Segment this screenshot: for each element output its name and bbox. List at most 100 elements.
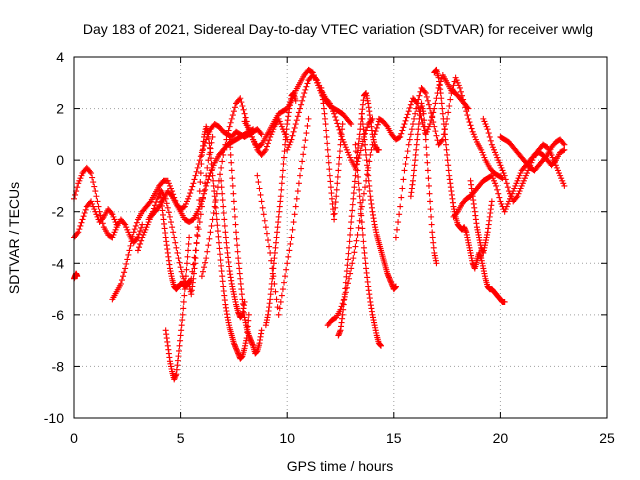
- data-point: [444, 157, 451, 164]
- data-point: [328, 190, 335, 197]
- data-point: [266, 243, 273, 250]
- data-point: [461, 100, 468, 107]
- data-point: [192, 255, 199, 262]
- data-point: [467, 122, 474, 129]
- data-point: [112, 219, 119, 226]
- data-point: [183, 266, 190, 273]
- series-sat-h: [162, 234, 193, 383]
- data-point: [347, 225, 354, 232]
- data-point: [179, 317, 186, 324]
- data-point: [492, 180, 499, 187]
- data-point: [291, 124, 298, 131]
- data-point: [136, 244, 143, 251]
- data-point: [230, 190, 237, 197]
- data-point: [428, 213, 435, 220]
- data-point: [330, 108, 337, 115]
- data-point: [423, 93, 430, 100]
- data-point: [227, 119, 234, 126]
- data-point: [551, 159, 558, 166]
- data-point: [462, 104, 469, 111]
- data-point: [302, 86, 309, 93]
- data-point: [366, 182, 373, 189]
- data-point: [93, 193, 100, 200]
- data-point: [210, 210, 217, 217]
- series-sat-c: [71, 270, 81, 282]
- data-point: [411, 167, 418, 174]
- data-point: [169, 224, 176, 231]
- data-point: [278, 123, 285, 130]
- data-point: [303, 130, 310, 137]
- data-point: [213, 190, 220, 197]
- data-point: [211, 203, 218, 210]
- data-point: [94, 213, 101, 220]
- data-point: [494, 154, 501, 161]
- data-point: [358, 212, 365, 219]
- data-point: [191, 265, 198, 272]
- x-tick-label: 25: [599, 430, 615, 446]
- data-point: [130, 229, 137, 236]
- data-point: [217, 171, 224, 178]
- data-point: [176, 259, 183, 266]
- data-point: [203, 172, 210, 179]
- data-point: [92, 208, 99, 215]
- data-point: [347, 154, 354, 161]
- data-point: [234, 248, 241, 255]
- data-point: [212, 197, 219, 204]
- data-point: [343, 273, 350, 280]
- data-point: [328, 195, 335, 202]
- data-point: [432, 128, 439, 135]
- data-point: [179, 311, 186, 318]
- data-point: [88, 170, 95, 177]
- data-point: [229, 112, 236, 119]
- data-point: [424, 159, 431, 166]
- data-point: [543, 153, 550, 160]
- data-point: [111, 216, 118, 223]
- data-point: [90, 203, 97, 210]
- data-point: [292, 203, 299, 210]
- data-point: [558, 175, 565, 182]
- data-point: [118, 277, 125, 284]
- series-sat-ac: [497, 133, 568, 174]
- data-point: [511, 185, 518, 192]
- data-point: [270, 265, 277, 272]
- data-point: [81, 210, 88, 217]
- data-point: [412, 157, 419, 164]
- data-point: [519, 180, 526, 187]
- data-point: [268, 280, 275, 287]
- data-point: [226, 123, 233, 130]
- data-point: [427, 121, 434, 128]
- data-point: [229, 182, 236, 189]
- data-point: [337, 141, 344, 148]
- data-point: [208, 161, 215, 168]
- series-sat-b: [71, 198, 120, 241]
- data-point: [209, 166, 216, 173]
- data-point: [400, 176, 407, 183]
- data-point: [481, 118, 488, 125]
- data-point: [191, 260, 198, 267]
- data-point: [488, 172, 495, 179]
- data-point: [429, 229, 436, 236]
- data-point: [493, 151, 500, 158]
- data-point: [184, 253, 191, 260]
- data-point: [203, 182, 210, 189]
- data-point: [343, 146, 350, 153]
- data-point: [126, 247, 133, 254]
- data-point: [491, 177, 498, 184]
- data-point: [425, 175, 432, 182]
- data-point: [443, 141, 450, 148]
- data-point: [348, 213, 355, 220]
- data-point: [361, 136, 368, 143]
- data-point: [488, 198, 495, 205]
- data-point: [514, 177, 521, 184]
- data-point: [437, 90, 444, 97]
- data-point: [362, 141, 369, 148]
- data-point: [277, 298, 284, 305]
- data-point: [415, 96, 422, 103]
- data-point: [521, 175, 528, 182]
- data-point: [374, 121, 381, 128]
- data-point: [269, 275, 276, 282]
- data-point: [181, 286, 188, 293]
- data-point: [429, 234, 436, 241]
- data-point: [483, 123, 490, 130]
- data-point: [79, 216, 86, 223]
